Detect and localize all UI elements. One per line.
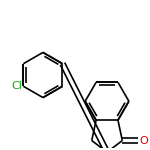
Text: Cl: Cl: [11, 81, 22, 91]
Text: O: O: [140, 136, 148, 146]
